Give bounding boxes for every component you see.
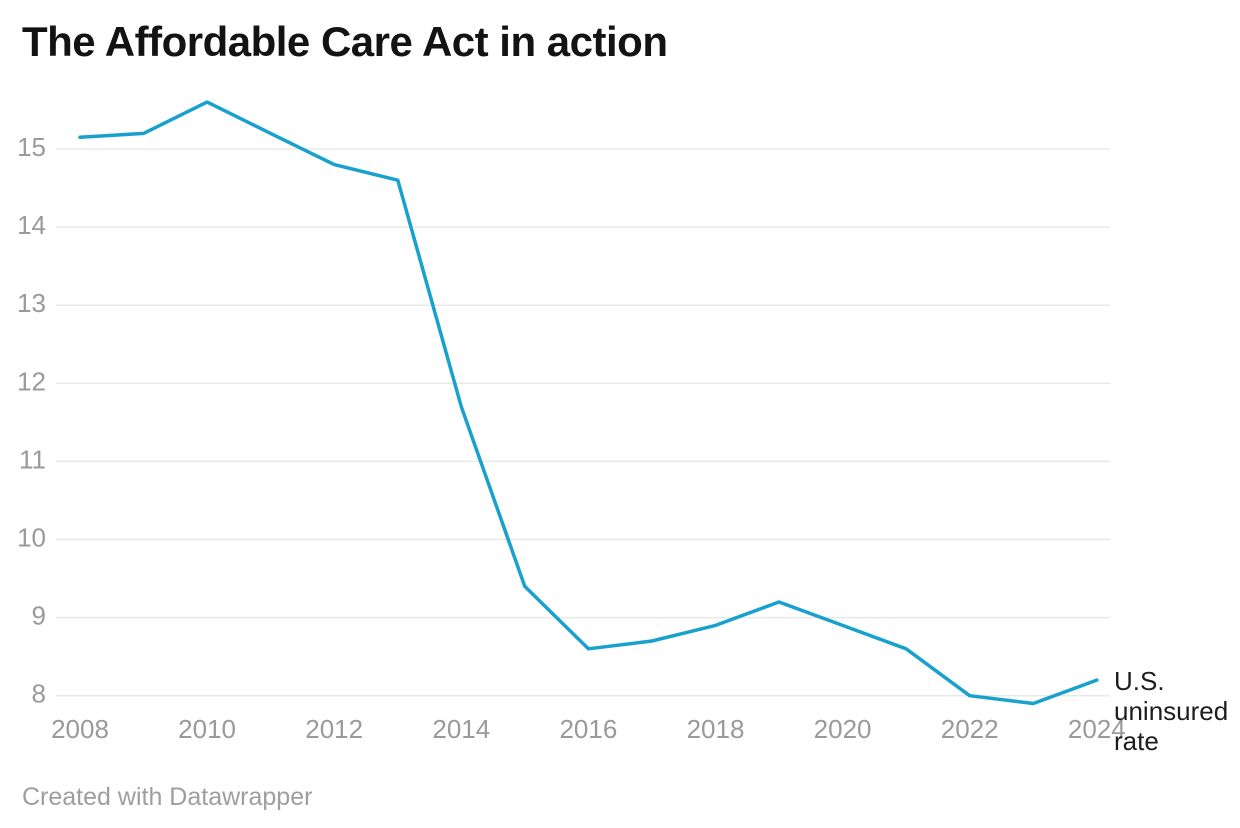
- x-axis-tick-label: 2016: [559, 714, 617, 744]
- chart-title: The Affordable Care Act in action: [22, 18, 668, 65]
- x-axis-tick-label: 2020: [814, 714, 872, 744]
- y-axis-tick-label: 9: [32, 601, 46, 631]
- x-axis-tick-label: 2014: [432, 714, 490, 744]
- x-axis-tick-label: 2012: [305, 714, 363, 744]
- series-line-us-uninsured-rate[interactable]: [78, 100, 1099, 706]
- y-axis-tick-label: 13: [17, 288, 46, 318]
- x-axis-tick-label: 2022: [941, 714, 999, 744]
- y-axis-tick-label: 10: [17, 523, 46, 553]
- y-axis-tick-label: 15: [17, 132, 46, 162]
- x-axis-tick-label: 2024: [1068, 714, 1126, 744]
- y-axis-tick-label: 11: [19, 444, 46, 474]
- datawrapper-attribution: Created with Datawrapper: [22, 783, 313, 811]
- y-axis-tick-label: 14: [17, 210, 46, 240]
- x-axis-tick-label: 2018: [687, 714, 745, 744]
- x-axis-tick-label: 2008: [51, 714, 109, 744]
- x-axis-tick-label: 2010: [178, 714, 236, 744]
- y-axis-tick-label: 8: [32, 679, 46, 709]
- series-label: U.S. uninsured rate: [1114, 666, 1229, 756]
- y-axis-tick-label: 12: [17, 366, 46, 396]
